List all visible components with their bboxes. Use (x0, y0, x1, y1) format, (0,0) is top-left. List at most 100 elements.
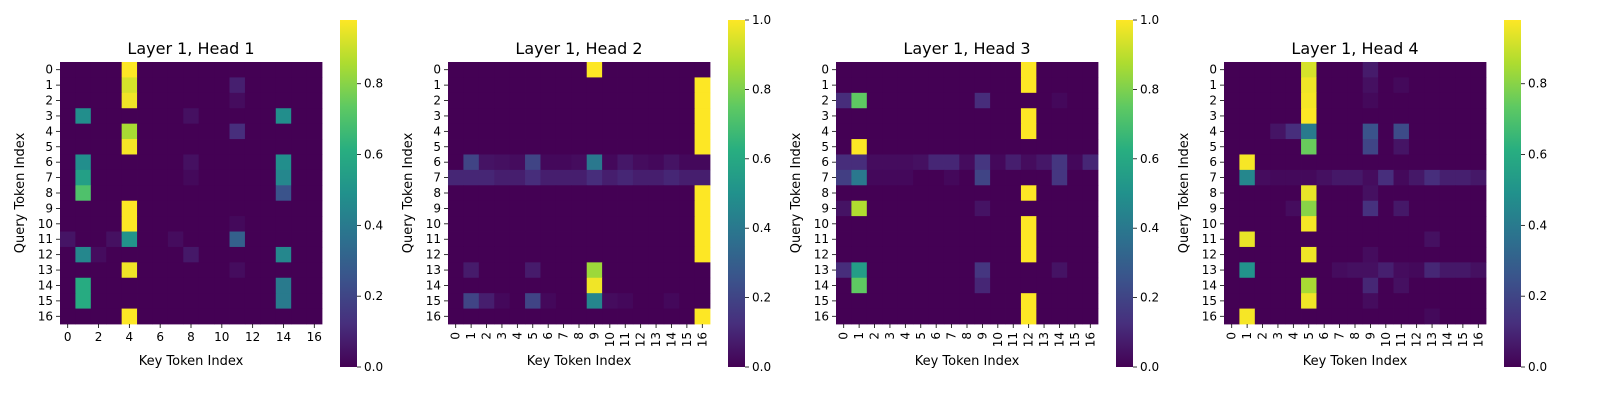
heatmap-cell (260, 185, 277, 202)
heatmap-cell (1224, 246, 1240, 263)
x-tick-label: 3 (495, 332, 509, 340)
heatmap-cell (1270, 262, 1287, 279)
heatmap-cell (1082, 277, 1099, 294)
heatmap-cell (1005, 92, 1022, 109)
heatmap-cell (1347, 262, 1364, 279)
heatmap-cell (448, 108, 464, 125)
heatmap-cell (1239, 185, 1256, 202)
heatmap-cell (275, 216, 292, 232)
heatmap-cell (75, 231, 92, 248)
heatmap-cell (1470, 169, 1487, 186)
heatmap-cell (586, 123, 603, 140)
heatmap-cell (1301, 169, 1317, 186)
heatmap-cell (974, 308, 991, 325)
heatmap-cell (882, 200, 899, 217)
heatmap-cell (1316, 200, 1333, 217)
heatmap-cell (275, 92, 292, 109)
heatmap-cell (1393, 139, 1410, 155)
heatmap-cell (540, 108, 557, 125)
heatmap-cell (851, 277, 868, 294)
heatmap-cell (448, 139, 464, 155)
heatmap-cell (60, 139, 76, 155)
heatmap-cell (121, 139, 138, 155)
heatmap-cell (509, 154, 526, 171)
heatmap-cell (648, 277, 665, 294)
heatmap-cell (943, 185, 960, 202)
heatmap-cell (448, 62, 464, 78)
x-tick-label: 15 (680, 332, 694, 347)
heatmap-cell (694, 169, 711, 186)
heatmap-cell (291, 77, 307, 94)
heatmap-cell (663, 216, 680, 232)
heatmap-cell (60, 200, 76, 217)
x-tick-label: 5 (914, 332, 928, 340)
colorbar-tick-label: 0.8 (1140, 82, 1159, 96)
heatmap-cell (663, 262, 680, 279)
heatmap-cell (632, 139, 649, 155)
heatmap-cell (121, 262, 138, 279)
heatmap-cell (525, 139, 541, 155)
heatmap-cell (525, 185, 541, 202)
heatmap-cell (137, 139, 153, 155)
heatmap-cell (1408, 169, 1425, 186)
heatmap-cell (1067, 293, 1083, 309)
heatmap-cell (1347, 77, 1364, 94)
heatmap-cell (897, 216, 914, 232)
heatmap-cell (306, 308, 323, 325)
heatmap-cell (478, 216, 495, 232)
heatmap-cell (229, 108, 246, 125)
heatmap-cell (183, 293, 200, 309)
heatmap-cell (555, 246, 572, 263)
heatmap-cell (632, 216, 649, 232)
heatmap-cell (882, 123, 899, 140)
heatmap-cell (1439, 169, 1456, 186)
heatmap-cell (1036, 108, 1053, 125)
heatmap-cell (244, 92, 261, 109)
heatmap-cell (882, 139, 899, 155)
heatmap-cell (1020, 92, 1037, 109)
heatmap-cell (1439, 277, 1456, 294)
heatmap-cell (60, 185, 76, 202)
heatmap-cell (1378, 108, 1394, 125)
heatmap-cell (75, 200, 92, 217)
heatmap-cell (244, 123, 261, 140)
heatmap-cell (1067, 108, 1083, 125)
heatmap-cell (555, 185, 572, 202)
heatmap-cell (90, 262, 107, 279)
heatmap-cell (974, 277, 991, 294)
heatmap-cell (167, 139, 184, 155)
heatmap-cell (555, 123, 572, 140)
heatmap-cell (648, 185, 665, 202)
heatmap-cell (928, 154, 945, 171)
heatmap-cell (1347, 308, 1364, 325)
heatmap-cell (974, 216, 991, 232)
heatmap-cell (882, 262, 899, 279)
x-tick-label: 16 (1471, 332, 1485, 347)
y-axis-label: Query Token Index (13, 132, 28, 253)
heatmap-cell (1378, 123, 1394, 140)
heatmap-cell (617, 293, 634, 309)
heatmap-cell (617, 308, 634, 325)
heatmap-cell (1005, 277, 1022, 294)
heatmap-cell (1316, 277, 1333, 294)
y-tick-label: 0 (1209, 63, 1217, 77)
heatmap-cell (1408, 262, 1425, 279)
heatmap-cell (1020, 154, 1037, 171)
heatmap-cell (60, 108, 76, 125)
heatmap-cell (866, 200, 883, 217)
heatmap-cell (648, 293, 665, 309)
heatmap-cell (928, 216, 945, 232)
heatmap-cell (291, 216, 307, 232)
heatmap-cell (1362, 246, 1379, 263)
heatmap-cell (974, 169, 991, 186)
heatmap-cell (913, 216, 929, 232)
heatmap-cell (509, 139, 526, 155)
heatmap-cell (478, 246, 495, 263)
heatmap-cell (663, 231, 680, 248)
heatmap-cell (1439, 185, 1456, 202)
heatmap-cell (167, 246, 184, 263)
heatmap-cell (602, 293, 618, 309)
y-tick-label: 15 (426, 294, 441, 308)
heatmap-cell (478, 154, 495, 171)
y-tick-label: 10 (814, 217, 829, 231)
